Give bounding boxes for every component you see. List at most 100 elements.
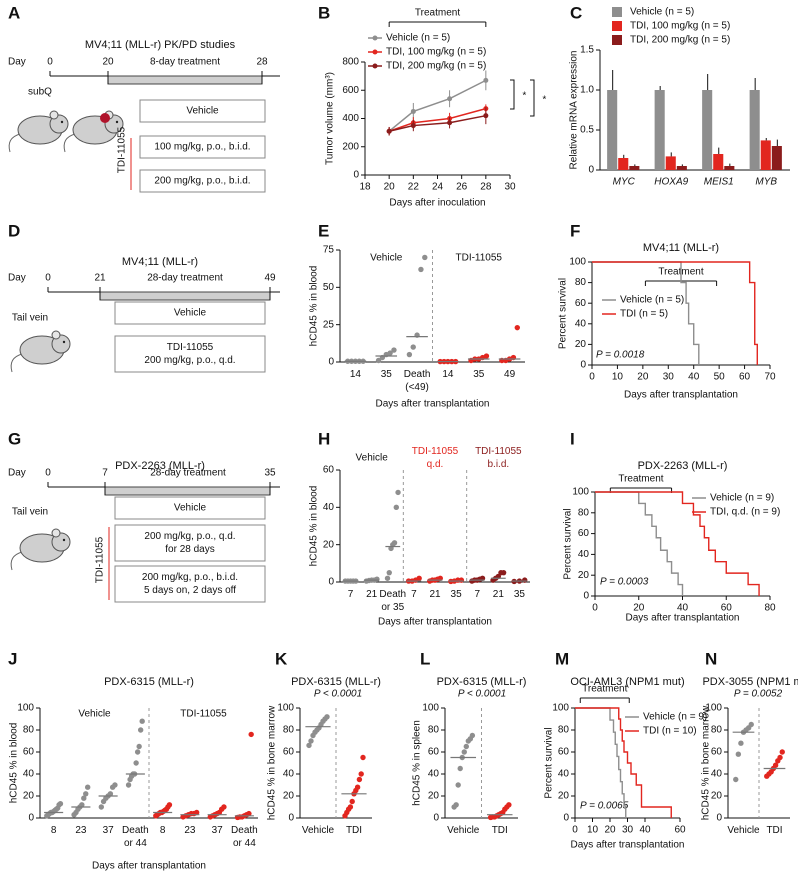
mouse-eye — [62, 340, 66, 344]
survival-curve — [592, 261, 758, 365]
point — [133, 760, 139, 766]
x-tick-label-box: Death or 44 — [122, 825, 149, 849]
arm-label: 100 mg/kg, p.o., b.i.d. — [154, 142, 250, 153]
treatment-label: 8-day treatment — [150, 57, 220, 68]
y-tick-label: 80 — [428, 725, 440, 736]
x-tick-label: 37 — [103, 825, 115, 836]
y-axis-label: hCD45 % in bone marrow — [267, 705, 278, 820]
panel-letter: D — [8, 221, 20, 240]
schematic-title: PDX-2263 (MLL-r) — [115, 460, 205, 472]
arm-label-box: TDI-11055 200 mg/kg, p.o., q.d. — [144, 342, 235, 366]
x-tick-label: MEIS1 — [704, 177, 734, 188]
y-tick-label: 0 — [563, 813, 569, 824]
treatment-bar — [99, 291, 271, 301]
arm-label: 200 mg/kg, p.o., b.i.d. 5 days on, 2 day… — [141, 572, 239, 596]
group-label-box: TDI-11055 b.i.d. — [475, 446, 522, 470]
arm-box — [114, 496, 266, 520]
point — [360, 754, 366, 761]
y-tick-label: 60 — [578, 528, 590, 539]
group-label: Vehicle — [78, 709, 111, 720]
y-tick-label: 40 — [23, 769, 35, 780]
point — [391, 347, 397, 353]
y-axis-label: hCD45 % in blood — [309, 266, 320, 347]
point — [455, 782, 461, 788]
legend-label: Vehicle (n = 5) — [630, 7, 694, 18]
arm-label-box: 200 mg/kg, p.o., q.d. for 28 days — [144, 531, 235, 555]
arm-label: Vehicle — [186, 106, 219, 117]
mouse-eye — [60, 120, 64, 124]
x-axis-label: Days after transplantation — [571, 840, 685, 851]
point — [248, 731, 254, 738]
x-tick-label: 8 — [160, 825, 166, 836]
x-tick-label: 35 — [514, 589, 526, 600]
y-tick-label: 40 — [575, 318, 587, 329]
day-number: 0 — [47, 57, 53, 68]
point — [522, 577, 528, 583]
schematic-title: MV4;11 (MLL-r) — [122, 256, 198, 268]
chart-title: PDX-6315 (MLL-r) — [104, 676, 194, 688]
y-tick-label: 20 — [558, 791, 570, 802]
bar — [771, 146, 782, 170]
significance-bracket — [530, 79, 535, 117]
point — [324, 714, 330, 720]
panel-letter: L — [420, 649, 430, 668]
point — [81, 795, 87, 801]
point — [453, 802, 459, 808]
mouse-ear — [51, 528, 61, 538]
point — [136, 743, 142, 750]
mouse-tail — [10, 353, 23, 373]
y-axis-label: Percent survival — [563, 508, 574, 579]
y-axis-label: hCD45 % in spleen — [412, 720, 423, 806]
y-tick-label: 40 — [428, 769, 440, 780]
point — [349, 798, 355, 805]
point — [374, 576, 380, 582]
x-tick-label: 26 — [456, 182, 468, 193]
annotation: P < 0.0001 — [458, 689, 506, 700]
day-label: Day — [8, 273, 26, 284]
y-tick-label: 0 — [328, 577, 334, 588]
x-tick-label: 70 — [764, 372, 776, 383]
bar — [654, 90, 665, 170]
point — [738, 740, 744, 746]
point — [375, 357, 382, 364]
x-tick-label: 24 — [432, 182, 444, 193]
x-tick-label: Death (<49) — [403, 369, 431, 393]
bar — [618, 158, 629, 170]
legend-swatch — [612, 7, 622, 17]
point — [83, 791, 89, 797]
point — [410, 108, 416, 114]
legend-label: Vehicle (n = 5) — [386, 33, 450, 44]
point — [393, 504, 399, 511]
x-tick-label: 0 — [572, 825, 578, 836]
y-tick-label: 75 — [323, 245, 335, 256]
bar — [676, 166, 687, 170]
x-axis-label: Days after transplantation — [378, 617, 492, 628]
bar — [629, 166, 640, 170]
chart-title: PDX-6315 (MLL-r) — [291, 676, 381, 688]
x-tick-label: 21 — [493, 589, 505, 600]
y-axis-label: Tumor volume (mm³) — [325, 72, 336, 165]
arm-label: Vehicle — [174, 308, 207, 319]
x-tick-label: 0 — [589, 372, 595, 383]
bar — [665, 156, 676, 170]
x-tick-label: 37 — [212, 825, 224, 836]
bar — [702, 90, 713, 170]
survival-curve — [575, 707, 627, 818]
point — [358, 771, 364, 777]
x-tick-label: 7 — [474, 589, 480, 600]
y-axis-label: Relative mRNA expression — [569, 51, 580, 170]
point — [112, 782, 118, 788]
point — [458, 577, 465, 583]
point — [447, 120, 453, 126]
x-tick-label: 7 — [348, 589, 354, 600]
chart-title: OCI-AML3 (NPM1 mut) — [570, 676, 684, 688]
x-tick-label: 0 — [592, 603, 598, 614]
bar — [760, 140, 771, 170]
bar — [713, 154, 724, 170]
y-tick-label: 40 — [711, 769, 723, 780]
x-axis-label: Days after transplantation — [624, 390, 738, 401]
y-tick-label: 20 — [23, 791, 35, 802]
x-tick-label-box: Death (<49) — [403, 369, 431, 393]
day-number: 7 — [102, 468, 108, 479]
arm-label: 200 mg/kg, p.o., b.i.d. — [154, 176, 250, 187]
